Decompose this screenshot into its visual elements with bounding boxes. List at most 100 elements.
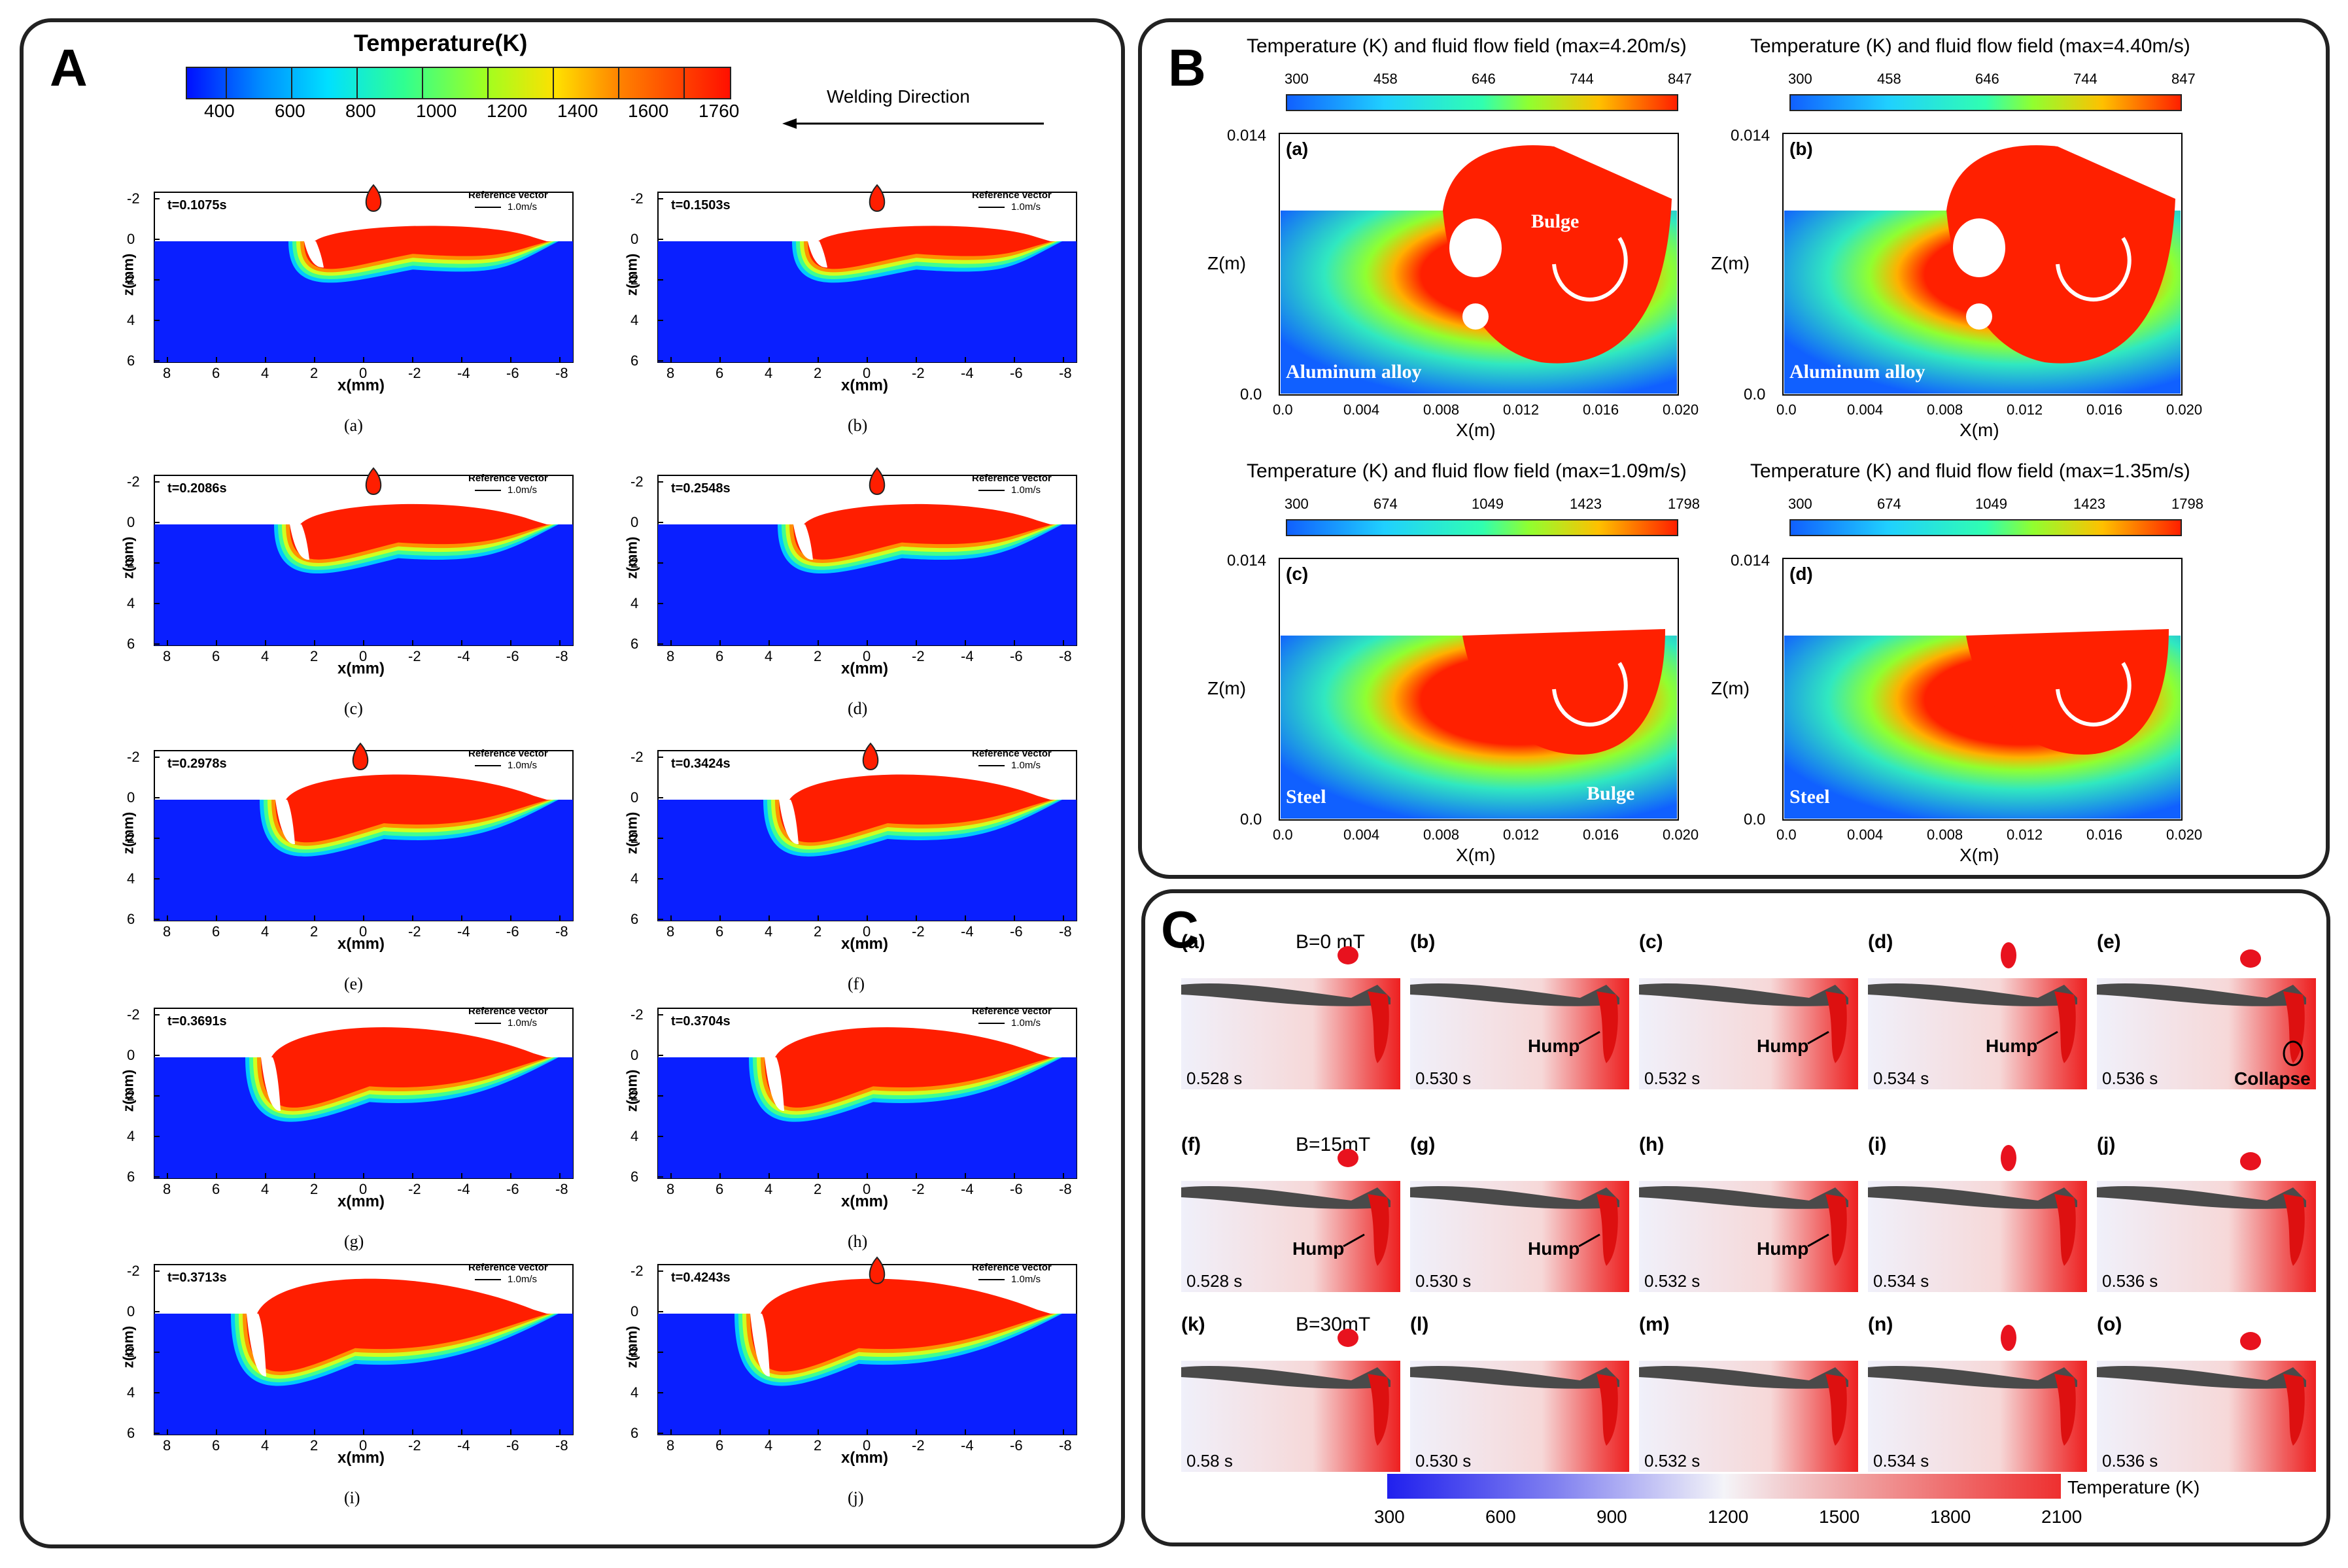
colorbar-dividers [226,68,685,98]
hump-arrow [1807,1031,1829,1045]
x-tick-label: 0.008 [1927,827,1963,843]
flow-colorbar-tick: 300 [1285,71,1309,87]
x-axis-label: X(m) [1960,845,1999,865]
x-axis-label: x(mm) [841,1193,889,1210]
colorbar-tick-label: 600 [275,101,305,121]
reference-vector-title: Reference vector [468,190,548,201]
x-tick-label: 2 [310,1437,319,1454]
material-label: Steel [1789,786,1830,808]
annotation-label: Hump [1986,1036,2038,1056]
x-tick-label: -4 [961,648,974,664]
z-tick-label: 4 [630,870,639,887]
reference-vector-value: 1.0m/s [1011,201,1041,213]
x-tick-label: 2 [814,648,822,664]
x-tick-label: -4 [961,1437,974,1454]
x-tick-label: 2 [814,923,822,940]
weld-surface [1868,1186,2077,1209]
x-tick-label: -8 [555,923,568,940]
reference-vector-value: 1.0m/s [1011,485,1041,496]
magnetic-subplot-tag: (i) [1868,1134,1887,1155]
z-tick-label: 4 [127,312,135,328]
z-tick-label: 0 [127,789,135,806]
magnetic-subplot: (i) 0.534 s [1868,1135,2090,1305]
x-tick-label: -4 [961,1181,974,1197]
z-tick-bottom: 0.0 [1744,386,1766,403]
weld-subplot: -2 0 2 4 6 8 6 4 2 0 -2 -4 -6 -8 z(mm) x(mm) t=0.1075s Re… [24,179,574,454]
x-tick-label: 6 [716,365,724,381]
flow-colorbar-tick: 744 [2073,71,2098,87]
weld-bead [257,1278,547,1314]
x-tick-label: -6 [506,1437,519,1454]
x-tick-label: 0.020 [2166,827,2203,843]
keyhole-front [1597,991,1618,1063]
z-tick-label: 2 [630,830,639,846]
flow-colorbar-tick: 646 [1975,71,1999,87]
x-tick-label: 8 [163,648,171,664]
z-tick-label: 4 [630,312,639,328]
z-tick-label: 6 [127,636,135,652]
x-tick-label: 4 [261,365,269,381]
x-tick-label: 0.0 [1273,401,1293,418]
z-tick-label: 2 [630,1344,639,1360]
weld-surface [2097,1186,2306,1209]
x-tick-label: 0 [863,365,871,381]
x-tick-label: 4 [261,648,269,664]
x-tick-label: -8 [1059,1181,1072,1197]
magnetic-subplot: (n) 0.534 s [1868,1315,2090,1485]
z-axis-label: z(mm) [120,536,137,579]
keyhole [765,1057,784,1112]
x-tick-label: 6 [716,1437,724,1454]
magnetic-subplot-tag: (g) [1410,1134,1436,1155]
z-tick-label: 2 [127,830,135,846]
keyhole-front [2283,1374,2305,1446]
weld-bead [761,1278,1050,1314]
colorbar-tick-label: 1500 [1819,1507,1860,1527]
keyhole [247,1314,266,1377]
weld-surface [2097,1366,2306,1389]
flow-colorbar-tick: 646 [1472,71,1496,87]
flow-field-plot [1279,558,1679,821]
weld-bead [271,1027,547,1057]
flow-colorbar [1789,519,2182,536]
colorbar-tick-label: 900 [1597,1507,1627,1527]
colorbar-tick-label: 1760 [699,101,740,121]
magnetic-subplot-tag: (j) [2097,1134,2116,1155]
x-tick-label: 2 [814,1437,822,1454]
colorbar-tick-label: 400 [204,101,235,121]
flow-colorbar-tick: 300 [1788,71,1812,87]
colorbar-tick-label: 1200 [1708,1507,1749,1527]
x-tick-label: -2 [408,365,421,381]
z-tick-bottom: 0.0 [1744,811,1766,828]
x-tick-label: 0.012 [1503,401,1540,418]
time-label: t=0.2978s [167,757,227,771]
droplet [869,467,886,496]
subplot-caption: (h) [848,1232,868,1251]
x-tick-label: 0.004 [1343,827,1380,843]
time-label: 0.530 s [1415,1451,1472,1471]
z-tick-label: 6 [127,1168,135,1185]
welding-direction-label: Welding Direction [827,86,970,107]
x-tick-label: 0 [863,923,871,940]
droplet [869,1256,886,1285]
keyhole-front [1368,991,1389,1063]
x-tick-label: 8 [666,365,675,381]
flow-colorbar [1286,94,1678,111]
x-tick-label: 6 [716,923,724,940]
x-axis-label: x(mm) [841,1449,889,1467]
weld-bead [804,503,1050,524]
x-tick-label: -6 [1010,365,1023,381]
z-tick-label: 2 [127,271,135,288]
time-label: 0.528 s [1186,1271,1243,1291]
x-tick-label: 8 [666,1437,675,1454]
time-label: t=0.3424s [671,757,731,771]
keyhole-front [2283,1194,2305,1266]
annotation-label: Hump [1528,1036,1580,1056]
x-tick-label: -8 [1059,1437,1072,1454]
z-tick-label: 2 [127,1344,135,1360]
x-tick-label: -4 [457,923,470,940]
x-tick-label: 2 [310,648,319,664]
z-tick-top: 0.014 [1731,552,1770,570]
flow-subplot: Temperature (K) and fluid flow field (ma… [1168,29,1699,447]
x-tick-label: -6 [506,365,519,381]
melt-pool-render [1868,1325,2087,1472]
